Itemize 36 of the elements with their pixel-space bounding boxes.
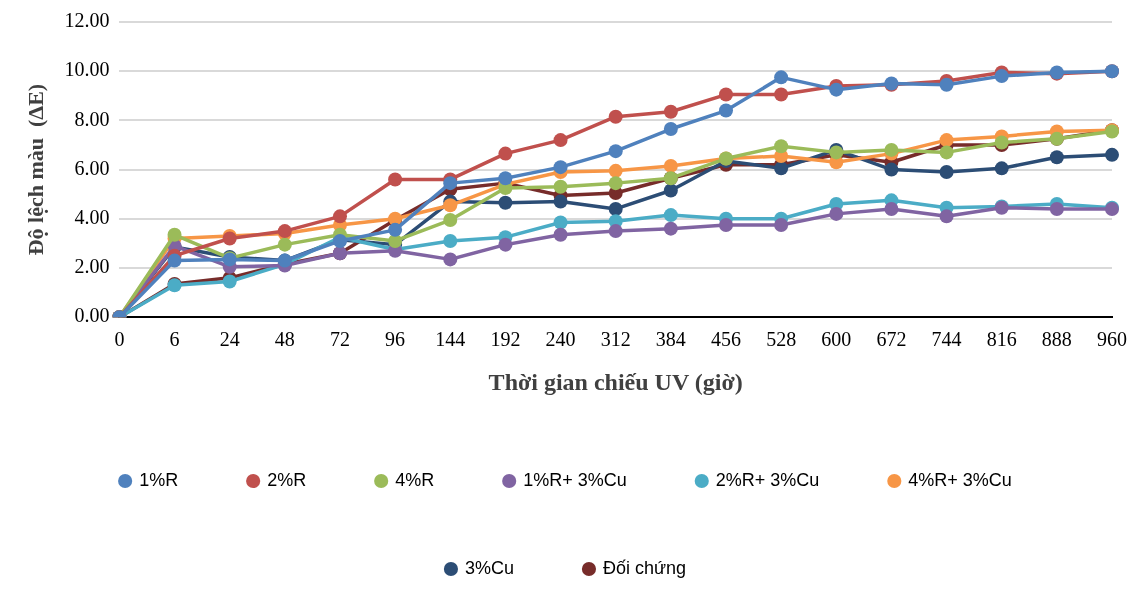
x-tick-label: 384 — [655, 328, 686, 351]
x-tick-label: 816 — [986, 328, 1017, 351]
x-tick-label: 72 — [329, 328, 350, 351]
legend-label: 4%R — [395, 469, 435, 490]
x-tick-label: 672 — [876, 328, 907, 351]
y-tick-label: 8.00 — [74, 107, 110, 130]
x-tick-label: 456 — [710, 328, 741, 351]
y-tick-label: 6.00 — [74, 156, 110, 179]
y-tick-label: 12.00 — [64, 9, 110, 32]
x-tick-label: 6 — [169, 328, 180, 351]
legend-label: 2%R — [267, 469, 307, 490]
x-tick-label: 960 — [1097, 328, 1127, 351]
legend-label: 1%R — [139, 469, 179, 490]
x-tick-label: 888 — [1041, 328, 1072, 351]
y-tick-label: 2.00 — [74, 255, 110, 278]
x-tick-label: 312 — [600, 328, 631, 351]
x-tick-label: 600 — [821, 328, 852, 351]
x-tick-label: 240 — [545, 328, 576, 351]
x-tick-label: 744 — [931, 328, 962, 351]
x-tick-label: 0 — [114, 328, 125, 351]
x-tick-label: 96 — [385, 328, 406, 351]
x-tick-label: 528 — [766, 328, 797, 351]
legend-label: 3%Cu — [464, 557, 514, 578]
x-tick-label: 24 — [219, 328, 240, 351]
y-tick-label: 4.00 — [74, 206, 110, 229]
x-tick-label: 192 — [490, 328, 521, 351]
x-tick-label: 144 — [435, 328, 466, 351]
y-tick-label: 10.00 — [64, 58, 110, 81]
x-tick-label: 48 — [274, 328, 295, 351]
legend-label: 2%R+ 3%Cu — [715, 469, 820, 490]
legend-label: 4%R+ 3%Cu — [908, 469, 1012, 490]
legend-label: 1%R+ 3%Cu — [523, 469, 627, 490]
x-axis-title: Thời gian chiếu UV (giờ) — [488, 368, 743, 395]
y-tick-label: 0.00 — [74, 304, 110, 327]
legend-label: Đối chứng — [602, 557, 687, 578]
y-axis-title: Độ lệch màu (ΔE) — [22, 83, 48, 256]
